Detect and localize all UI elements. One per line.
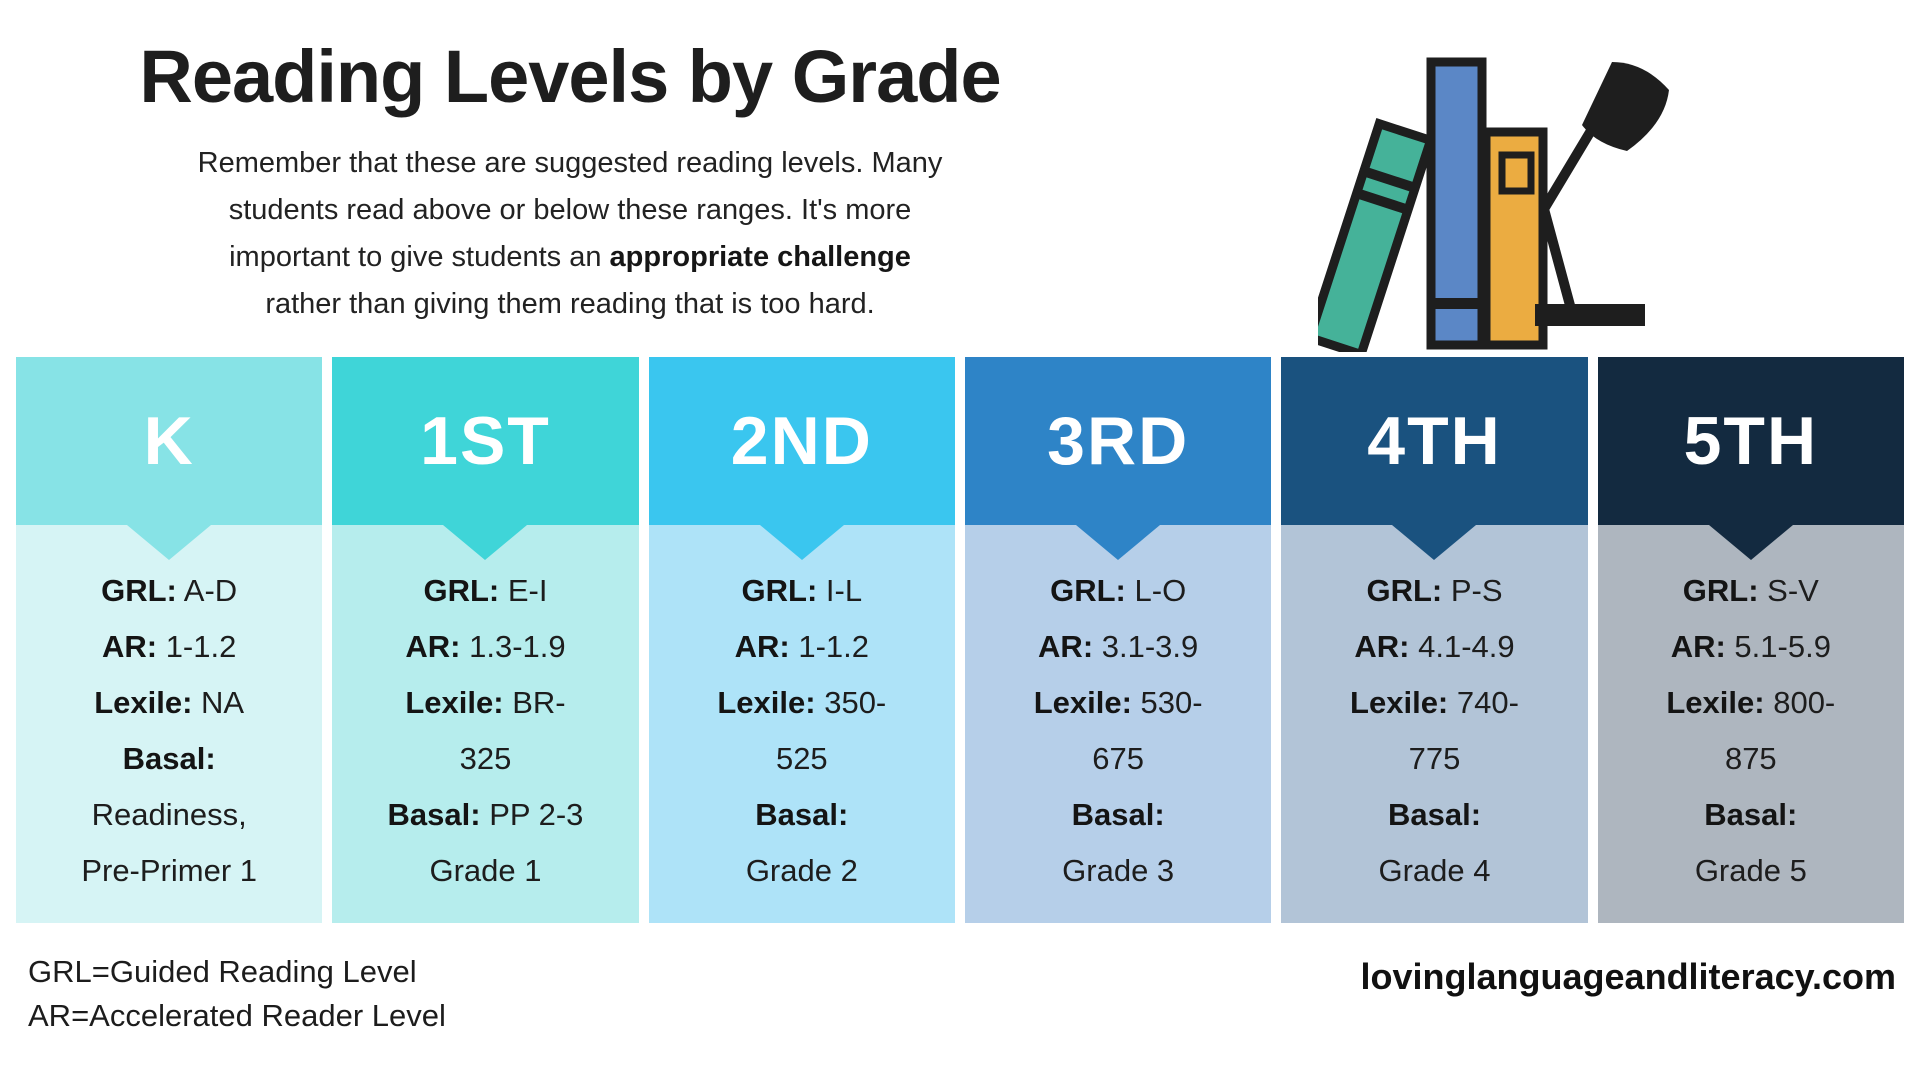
books-and-lamp-illustration [1318,57,1669,352]
grade-label: K [143,403,195,479]
reading-level-line: Grade 3 [1062,853,1175,888]
reading-level-line: GRL: E-I [423,573,548,608]
reading-level-line: Readiness, [91,797,247,832]
reading-level-line: GRL: L-O [1050,573,1187,608]
subtitle-line: rather than giving them reading that is … [265,288,875,320]
subtitle-line: students read above or below these range… [228,194,912,226]
grade-label: 3RD [1047,403,1190,479]
grade-body: GRL: E-I AR: 1.3-1.9 Lexile: BR- 325 Basal: … [332,525,639,923]
header-notch-arrow-icon [127,525,212,560]
reading-level-line: Grade 5 [1694,853,1807,888]
legend-line-ar: AR=Accelerated Reader Level [28,998,446,1033]
reading-level-line: Grade 2 [745,853,858,888]
legend: GRL=Guided Reading Level AR=Accelerated … [28,950,446,1038]
reading-levels: GRL: A-D AR: 1-1.2 Lexile: NA Basal: Readine… [16,563,322,899]
reading-level-line: Lexile: 800- [1666,685,1836,720]
reading-level-line: Basal: [755,797,849,832]
grade-column-3rd: 3RD GRL: L-O AR: 3.1-3.9 Lexile: 530- 675 Ba… [965,357,1272,923]
intro-block: Reading Levels by Grade Remember that th… [50,40,1090,328]
reading-level-line: 525 [775,741,828,776]
grade-column-1st: 1ST GRL: E-I AR: 1.3-1.9 Lexile: BR- 325 Bas… [332,357,639,923]
grade-label: 2ND [730,403,873,479]
reading-level-line: Basal: PP 2-3 [387,797,584,832]
subtitle: Remember that these are suggested readin… [50,140,1090,328]
blue-book-icon [1426,57,1487,350]
grade-header: 4TH [1281,357,1588,525]
reading-level-line: Lexile: 350- [717,685,887,720]
reading-level-line: Lexile: BR- [405,685,566,720]
header-notch-arrow-icon [1392,525,1477,560]
reading-level-line: Basal: [1704,797,1798,832]
header-notch-arrow-icon [1708,525,1793,560]
reading-level-line: AR: 1.3-1.9 [405,629,566,664]
reading-level-line: AR: 1-1.2 [734,629,870,664]
grade-column-4th: 4TH GRL: P-S AR: 4.1-4.9 Lexile: 740- 775 Ba… [1281,357,1588,923]
grade-header: 1ST [332,357,639,525]
subtitle-line: important to give students an appropriat… [229,241,911,273]
grade-body: GRL: L-O AR: 3.1-3.9 Lexile: 530- 675 Basal:… [965,525,1272,923]
grade-label: 4TH [1367,403,1502,479]
reading-level-line: Basal: [122,741,216,776]
grade-label: 5TH [1683,403,1819,479]
grade-column-2nd: 2ND GRL: I-L AR: 1-1.2 Lexile: 350- 525 Basa… [648,357,955,923]
reading-level-line: Lexile: 530- [1033,685,1203,720]
header-notch-arrow-icon [759,525,844,560]
grade-table: K GRL: A-D AR: 1-1.2 Lexile: NA Basal: Readi… [16,357,1904,923]
yellow-book-icon [1481,127,1548,350]
grade-body: GRL: I-L AR: 1-1.2 Lexile: 350- 525 Basal: Gr… [648,525,955,923]
reading-levels: GRL: E-I AR: 1.3-1.9 Lexile: BR- 325 Basal: … [332,563,638,899]
reading-level-line: Lexile: NA [94,685,245,720]
teal-book-icon [1318,118,1437,352]
reading-level-line: Basal: [1071,797,1165,832]
page-title: Reading Levels by Grade [139,35,1001,118]
reading-level-line: 675 [1092,741,1145,776]
reading-levels: GRL: L-O AR: 3.1-3.9 Lexile: 530- 675 Basal:… [965,563,1271,899]
grade-header: 5TH [1597,357,1904,525]
header-notch-arrow-icon [443,525,528,560]
grade-header: 3RD [965,357,1272,525]
reading-level-line: GRL: P-S [1366,573,1503,608]
reading-level-line: 775 [1408,741,1461,776]
reading-levels: GRL: P-S AR: 4.1-4.9 Lexile: 740- 775 Basal:… [1281,563,1587,899]
reading-level-line: Grade 1 [429,853,542,888]
grade-label: 1ST [420,403,551,479]
grade-body: GRL: P-S AR: 4.1-4.9 Lexile: 740- 775 Basal:… [1281,525,1588,923]
grade-column-5th: 5TH GRL: S-V AR: 5.1-5.9 Lexile: 800- 875 Ba… [1597,357,1904,923]
grade-body: GRL: S-V AR: 5.1-5.9 Lexile: 800- 875 Basal:… [1597,525,1904,923]
header-notch-arrow-icon [1076,525,1161,560]
reading-level-line: Pre-Primer 1 [81,853,258,888]
grade-body: GRL: A-D AR: 1-1.2 Lexile: NA Basal: Readine… [16,525,323,923]
desk-lamp-icon [1535,62,1669,326]
grade-header: 2ND [648,357,955,525]
reading-level-line: 325 [459,741,512,776]
legend-line-grl: GRL=Guided Reading Level [28,954,417,989]
grade-header: K [16,357,323,525]
reading-level-line: Grade 4 [1378,853,1491,888]
subtitle-line: Remember that these are suggested readin… [197,147,943,179]
reading-level-line: Lexile: 740- [1350,685,1519,720]
reading-level-line: AR: 3.1-3.9 [1038,629,1199,664]
reading-level-line: 875 [1724,741,1777,776]
reading-levels: GRL: I-L AR: 1-1.2 Lexile: 350- 525 Basal: Gr… [649,563,955,899]
reading-level-line: GRL: S-V [1682,573,1819,608]
website-url: lovinglanguageandliteracy.com [1360,956,1896,997]
reading-level-line: AR: 5.1-5.9 [1670,629,1831,664]
reading-level-line: Basal: [1387,797,1482,832]
reading-level-line: GRL: A-D [101,573,238,608]
reading-levels: GRL: S-V AR: 5.1-5.9 Lexile: 800- 875 Basal:… [1598,563,1904,899]
reading-level-line: AR: 4.1-4.9 [1354,629,1515,664]
grade-column-k: K GRL: A-D AR: 1-1.2 Lexile: NA Basal: Readi… [16,357,323,923]
reading-level-line: AR: 1-1.2 [101,629,237,664]
reading-level-line: GRL: I-L [741,573,863,608]
